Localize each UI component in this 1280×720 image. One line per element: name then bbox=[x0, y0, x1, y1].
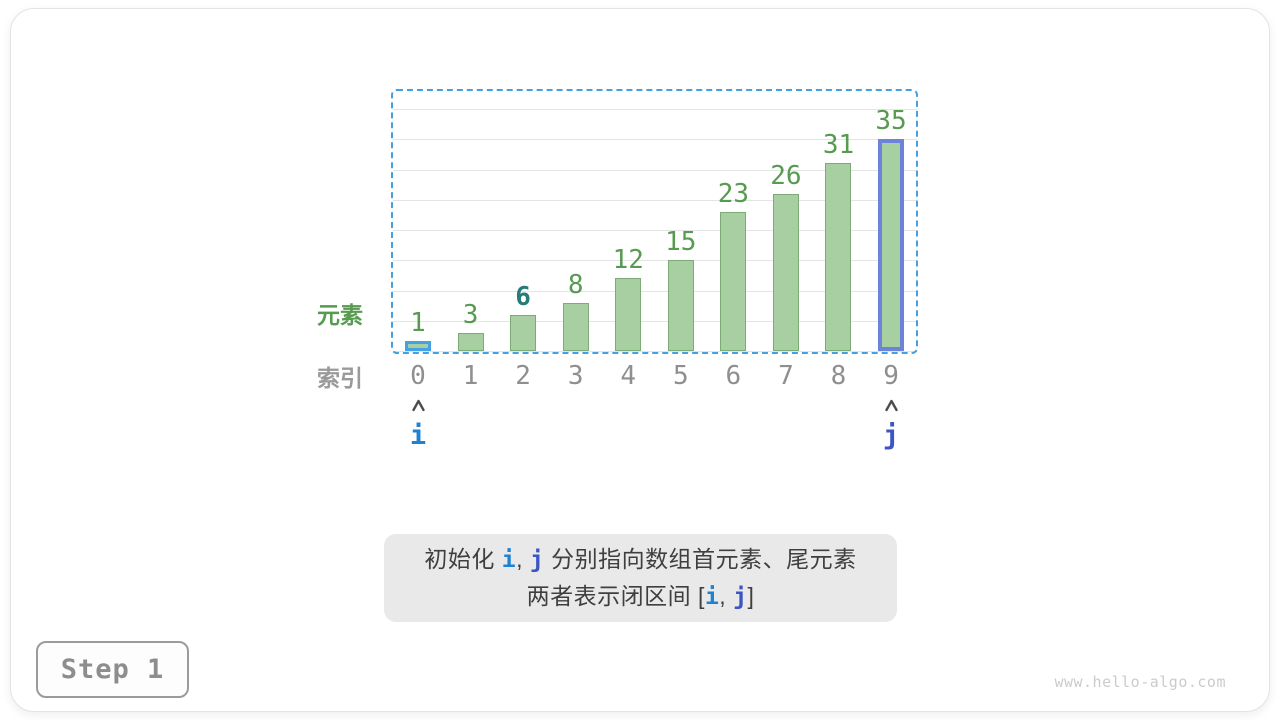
array-bar-8 bbox=[825, 163, 852, 351]
caption-text: ] bbox=[747, 583, 755, 609]
index-label-8: 8 bbox=[830, 361, 847, 391]
gridline bbox=[393, 139, 917, 141]
gridline bbox=[393, 169, 917, 171]
bar-value-label: 3 bbox=[462, 300, 479, 330]
gridline bbox=[393, 351, 917, 352]
caption-text: 分别指向数组首元素、尾元素 bbox=[544, 546, 857, 572]
watermark: www.hello-algo.com bbox=[1054, 673, 1226, 691]
caption-text: 两者表示闭区间 [ bbox=[526, 583, 705, 609]
caption-var-i: i bbox=[704, 584, 720, 610]
gridline bbox=[393, 109, 917, 110]
caption-var-j: j bbox=[529, 547, 545, 573]
up-arrow-icon bbox=[388, 399, 448, 417]
bar-value-label: 31 bbox=[822, 130, 855, 160]
index-label-2: 2 bbox=[515, 361, 531, 391]
array-bar-5 bbox=[667, 260, 694, 351]
index-label-5: 5 bbox=[672, 361, 689, 391]
gridline bbox=[393, 230, 917, 231]
array-bar-2 bbox=[510, 315, 537, 351]
index-label-1: 1 bbox=[462, 361, 479, 391]
bar-value-label: 26 bbox=[770, 161, 802, 191]
array-bar-1 bbox=[457, 333, 484, 351]
caption-text: , bbox=[719, 583, 734, 609]
pointer-label-i: i bbox=[409, 420, 427, 451]
bar-value-label: 1 bbox=[410, 308, 426, 338]
closed-interval-outline bbox=[391, 89, 918, 354]
index-label-9: 9 bbox=[883, 361, 899, 391]
array-bar-7 bbox=[772, 194, 799, 351]
gridline bbox=[393, 290, 917, 292]
pointer-label-j: j bbox=[882, 420, 900, 451]
gridline bbox=[393, 320, 917, 322]
caption-var-i: i bbox=[501, 547, 517, 573]
bar-value-label: 15 bbox=[665, 227, 697, 257]
index-axis-label: 索引 bbox=[317, 365, 363, 391]
caption-text: 初始化 bbox=[424, 546, 502, 572]
array-bar-3 bbox=[562, 303, 589, 351]
index-label-7: 7 bbox=[778, 361, 794, 391]
caption-line-1: 初始化 i, j 分别指向数组首元素、尾元素 bbox=[384, 542, 897, 577]
gridline bbox=[393, 260, 917, 262]
elements-axis-label: 元素 bbox=[317, 302, 363, 328]
caption-line-2: 两者表示闭区间 [i, j] bbox=[384, 579, 897, 614]
gridline bbox=[393, 199, 917, 201]
array-bar-0 bbox=[405, 341, 431, 351]
bar-value-label: 12 bbox=[612, 245, 644, 275]
caption-box: 初始化 i, j 分别指向数组首元素、尾元素 两者表示闭区间 [i, j] bbox=[384, 534, 897, 622]
array-bar-9 bbox=[878, 139, 905, 351]
up-arrow-icon bbox=[861, 399, 921, 417]
caption-var-j: j bbox=[733, 584, 748, 610]
caption-text: , bbox=[516, 546, 530, 572]
bar-value-label: 35 bbox=[875, 106, 907, 136]
index-label-4: 4 bbox=[620, 361, 637, 391]
array-bar-4 bbox=[615, 278, 642, 351]
step-button[interactable]: Step 1 bbox=[36, 641, 189, 698]
index-label-0: 0 bbox=[410, 361, 426, 391]
bar-value-label: 23 bbox=[717, 179, 750, 209]
bar-value-label: 8 bbox=[567, 270, 584, 300]
index-label-3: 3 bbox=[567, 361, 584, 391]
bar-value-label: 6 bbox=[515, 282, 531, 312]
array-bar-6 bbox=[720, 212, 747, 351]
index-label-6: 6 bbox=[725, 361, 742, 391]
